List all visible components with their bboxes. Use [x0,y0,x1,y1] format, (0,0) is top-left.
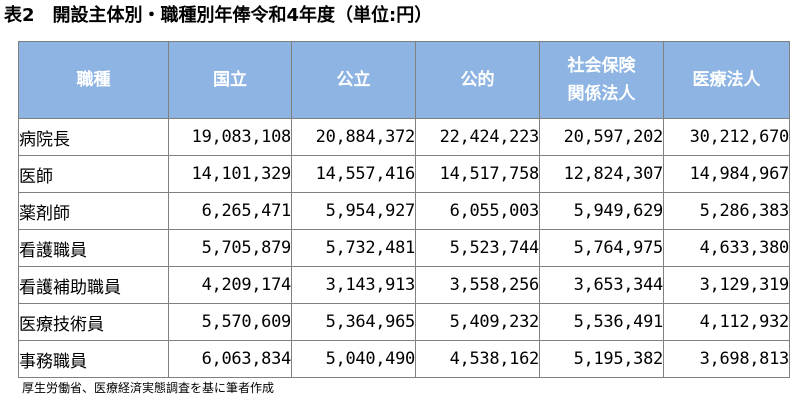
table-cell: 5,536,491 [539,303,664,341]
table-row: 看護補助職員 4,209,174 3,143,913 3,558,256 3,6… [18,266,790,304]
table-cell: 5,364,965 [291,303,416,341]
table-title: 表2 開設主体別・職種別年俸令和4年度（単位:円） [4,5,433,26]
table-cell: 5,286,383 [663,192,790,230]
table-cell: 30,212,670 [663,118,790,156]
table-cell: 12,824,307 [539,155,664,193]
table-row: 事務職員 6,063,834 5,040,490 4,538,162 5,195… [18,340,790,378]
table-row: 看護職員 5,705,879 5,732,481 5,523,744 5,764… [18,229,790,267]
table-cell: 5,732,481 [291,229,416,267]
table-cell: 14,557,416 [291,155,416,193]
table-row: 医療技術員 5,570,609 5,364,965 5,409,232 5,53… [18,303,790,341]
table-cell: 20,884,372 [291,118,416,156]
table-cell: 5,570,609 [168,303,292,341]
row-label: 事務職員 [18,340,169,378]
table-cell: 3,653,344 [539,266,664,304]
table-cell: 20,597,202 [539,118,664,156]
row-label: 医療技術員 [18,303,169,341]
row-label: 看護職員 [18,229,169,267]
table-cell: 5,954,927 [291,192,416,230]
salary-table: 職種 国立 公立 公的 社会保険 関係法人 医療法人 病院長 19,083,10… [18,41,790,378]
table-cell: 5,949,629 [539,192,664,230]
table-cell: 5,409,232 [415,303,540,341]
column-header: 公的 [415,41,540,119]
table-row: 医師 14,101,329 14,557,416 14,517,758 12,8… [18,155,790,193]
table-cell: 14,517,758 [415,155,540,193]
table-cell: 3,558,256 [415,266,540,304]
table-cell: 4,112,932 [663,303,790,341]
row-label: 医師 [18,155,169,193]
table-cell: 4,633,380 [663,229,790,267]
table-cell: 14,984,967 [663,155,790,193]
table-cell: 3,129,319 [663,266,790,304]
table-cell: 3,143,913 [291,266,416,304]
table-cell: 22,424,223 [415,118,540,156]
table-cell: 5,764,975 [539,229,664,267]
row-label: 薬剤師 [18,192,169,230]
table-row: 病院長 19,083,108 20,884,372 22,424,223 20,… [18,118,790,156]
table-cell: 5,523,744 [415,229,540,267]
row-label: 看護補助職員 [18,266,169,304]
table-cell: 4,538,162 [415,340,540,378]
table-cell: 6,055,003 [415,192,540,230]
row-label: 病院長 [18,118,169,156]
column-header: 医療法人 [663,41,790,119]
table-cell: 6,063,834 [168,340,292,378]
table-cell: 5,195,382 [539,340,664,378]
table-header-row: 職種 国立 公立 公的 社会保険 関係法人 医療法人 [18,41,790,119]
table-cell: 19,083,108 [168,118,292,156]
table-row: 薬剤師 6,265,471 5,954,927 6,055,003 5,949,… [18,192,790,230]
source-note: 厚生労働省、医療経済実態調査を基に筆者作成 [22,381,275,395]
column-header: 職種 [18,41,169,119]
table-cell: 6,265,471 [168,192,292,230]
column-header: 公立 [291,41,416,119]
table-cell: 4,209,174 [168,266,292,304]
column-header: 社会保険 関係法人 [539,41,664,119]
table-cell: 3,698,813 [663,340,790,378]
table-cell: 5,705,879 [168,229,292,267]
column-header: 国立 [168,41,292,119]
table-cell: 14,101,329 [168,155,292,193]
table-cell: 5,040,490 [291,340,416,378]
